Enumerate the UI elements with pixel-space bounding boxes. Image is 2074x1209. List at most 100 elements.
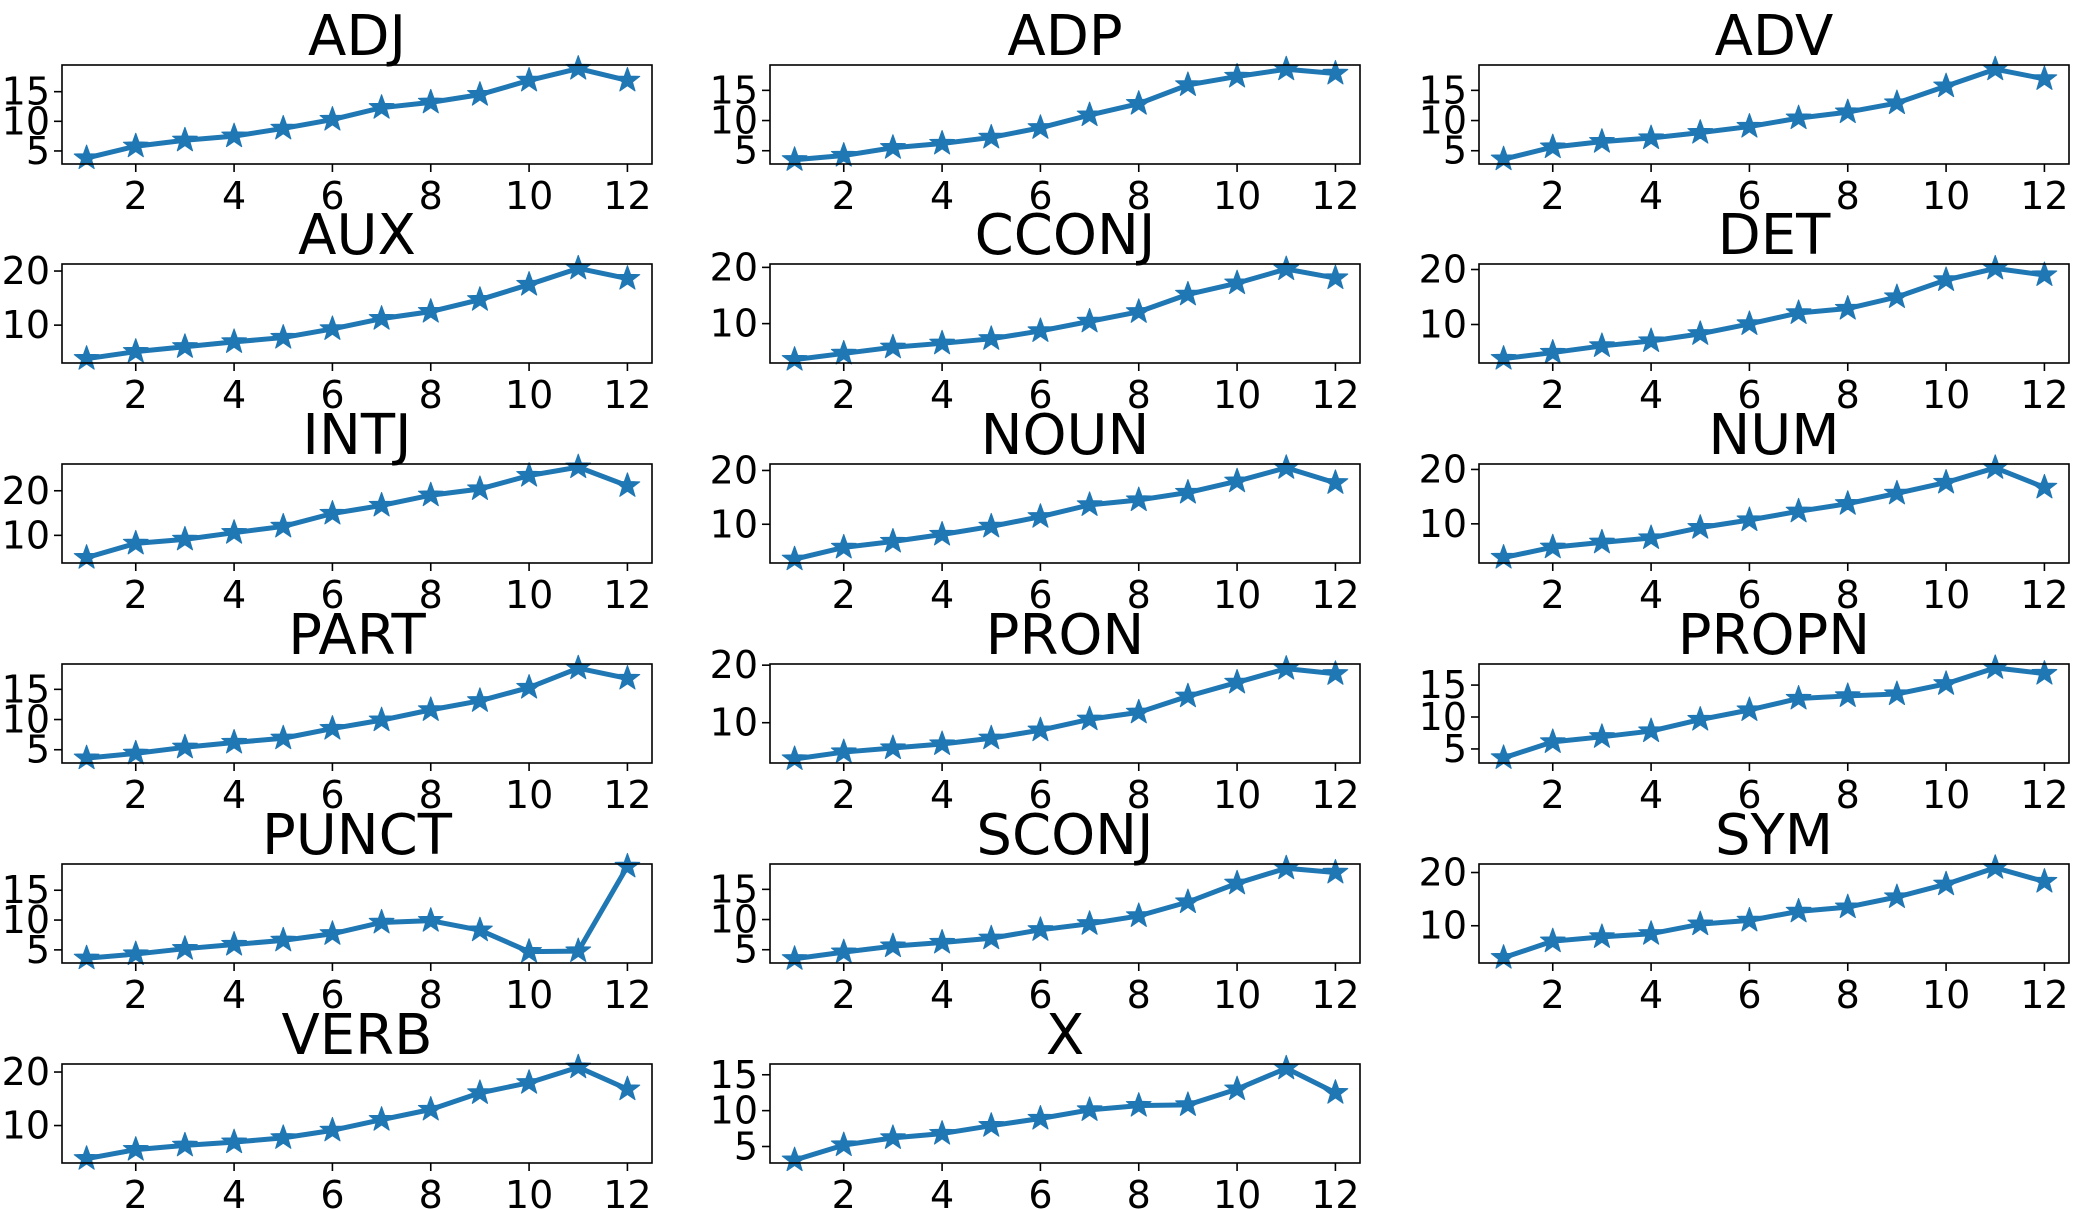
y-tick-label: 20 — [2, 1050, 50, 1094]
data-point-1 — [781, 945, 808, 970]
y-tick-label: 5 — [734, 928, 758, 972]
data-point-4 — [929, 329, 955, 355]
data-point-5 — [270, 724, 297, 750]
data-point-12 — [614, 265, 641, 290]
data-point-6 — [319, 920, 346, 945]
subplot-sym: SYM 2 4 6 8 10 12 10 20 — [1419, 803, 2070, 1017]
x-tick-label: 2 — [1541, 573, 1565, 617]
x-tick-label: 12 — [1311, 573, 1359, 617]
x-tick-label: 8 — [1836, 773, 1860, 817]
data-point-9 — [467, 916, 493, 942]
data-point-12 — [1322, 264, 1349, 290]
x-tick-label: 8 — [419, 573, 443, 617]
subplot-title: DET — [1718, 203, 1832, 268]
x-tick-label: 2 — [832, 773, 856, 817]
data-point-10 — [1224, 62, 1250, 88]
data-point-9 — [467, 475, 493, 500]
subplot-title: NOUN — [981, 403, 1150, 468]
subplot-title: PROPN — [1678, 603, 1870, 668]
data-point-7 — [1785, 897, 1812, 923]
data-point-9 — [1884, 883, 1910, 909]
data-point-7 — [368, 491, 395, 517]
data-point-10 — [516, 271, 542, 296]
axes-frame — [61, 64, 653, 165]
axes-frame — [61, 663, 653, 764]
x-tick-label: 2 — [124, 973, 148, 1017]
y-tick-label: 10 — [1419, 303, 1467, 347]
data-point-6 — [319, 315, 346, 340]
y-tick-label: 10 — [2, 698, 50, 742]
data-point-2 — [830, 339, 857, 365]
data-point-5 — [270, 324, 297, 349]
y-tick-label: 20 — [2, 249, 50, 293]
data-point-3 — [880, 333, 906, 359]
x-tick-label: 6 — [1028, 174, 1052, 218]
y-tick-label: 20 — [1419, 851, 1467, 895]
data-point-8 — [417, 481, 444, 507]
data-point-3 — [1589, 723, 1615, 748]
axes-frame — [769, 64, 1361, 165]
data-point-7 — [368, 94, 395, 119]
data-point-2 — [1539, 927, 1566, 953]
data-point-8 — [1125, 298, 1152, 323]
x-tick-label: 12 — [603, 373, 651, 417]
data-point-5 — [1687, 910, 1714, 936]
x-tick-label: 2 — [124, 373, 148, 417]
data-point-6 — [1736, 506, 1763, 532]
y-tick-label: 15 — [1419, 68, 1467, 112]
data-point-3 — [172, 126, 198, 152]
data-point-7 — [1785, 684, 1812, 710]
x-tick-label: 6 — [1737, 373, 1761, 417]
x-tick-label: 8 — [1836, 573, 1860, 617]
x-tick-label: 4 — [1639, 573, 1663, 617]
data-point-4 — [929, 129, 955, 155]
data-point-4 — [221, 728, 247, 754]
x-tick-label: 8 — [1127, 973, 1151, 1017]
x-tick-label: 10 — [1213, 573, 1261, 617]
data-point-8 — [417, 298, 444, 323]
x-tick-label: 8 — [1127, 1173, 1151, 1209]
axes-frame — [1478, 863, 2070, 964]
data-point-10 — [1933, 72, 1959, 98]
subplot-pron: PRON 2 4 6 8 10 12 10 20 — [710, 603, 1361, 817]
data-point-9 — [1884, 89, 1910, 115]
data-point-8 — [1834, 893, 1861, 919]
data-point-3 — [172, 733, 198, 759]
data-point-9 — [467, 687, 493, 712]
data-point-6 — [1736, 906, 1763, 932]
x-tick-label: 12 — [1311, 1173, 1359, 1209]
x-tick-label: 10 — [1922, 174, 1970, 218]
data-point-10 — [516, 1069, 542, 1094]
y-tick-label: 20 — [1419, 447, 1467, 491]
subplot-title: VERB — [281, 1003, 432, 1068]
y-tick-label: 5 — [26, 728, 50, 772]
data-point-3 — [1589, 332, 1615, 357]
y-tick-label: 15 — [1419, 663, 1467, 707]
data-point-11 — [565, 937, 592, 963]
subplot-title: CCONJ — [975, 203, 1156, 268]
x-tick-label: 2 — [832, 573, 856, 617]
axes-frame — [769, 663, 1361, 764]
data-point-3 — [880, 1124, 906, 1149]
data-point-10 — [1224, 869, 1250, 895]
y-tick-label: 20 — [2, 469, 50, 513]
x-tick-label: 6 — [1737, 973, 1761, 1017]
data-point-9 — [467, 286, 493, 311]
data-point-2 — [1539, 133, 1566, 159]
data-point-9 — [467, 81, 493, 106]
data-point-12 — [1322, 59, 1349, 85]
x-tick-label: 4 — [222, 174, 246, 218]
data-point-10 — [516, 66, 542, 92]
data-point-6 — [1027, 1105, 1054, 1130]
x-tick-label: 4 — [930, 1173, 954, 1209]
y-tick-label: 5 — [734, 129, 758, 173]
data-point-10 — [1933, 870, 1959, 896]
y-tick-label: 10 — [2, 1104, 50, 1148]
data-point-12 — [614, 66, 641, 92]
data-point-12 — [614, 664, 641, 690]
data-point-9 — [1884, 680, 1910, 706]
data-point-2 — [830, 938, 857, 964]
